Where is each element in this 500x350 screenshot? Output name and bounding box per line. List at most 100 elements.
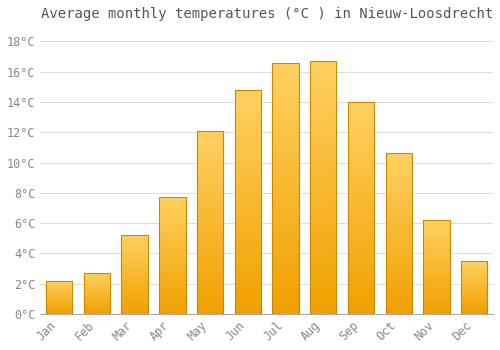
Bar xyxy=(46,302,72,303)
Bar xyxy=(234,251,261,256)
Bar xyxy=(159,309,186,312)
Bar xyxy=(461,261,487,314)
Bar xyxy=(461,296,487,297)
Bar xyxy=(122,311,148,312)
Bar xyxy=(386,307,412,311)
Bar xyxy=(84,309,110,310)
Bar xyxy=(272,123,299,128)
Bar xyxy=(424,295,450,297)
Bar xyxy=(46,305,72,306)
Bar xyxy=(272,178,299,183)
Bar xyxy=(348,212,374,216)
Bar xyxy=(234,90,261,314)
Bar xyxy=(310,122,336,127)
Bar xyxy=(84,305,110,306)
Bar xyxy=(348,149,374,153)
Bar xyxy=(159,307,186,309)
Bar xyxy=(46,285,72,286)
Bar xyxy=(234,202,261,206)
Bar xyxy=(159,244,186,246)
Bar xyxy=(159,216,186,218)
Bar xyxy=(424,250,450,252)
Bar xyxy=(348,132,374,136)
Bar xyxy=(461,302,487,303)
Bar xyxy=(122,292,148,293)
Bar xyxy=(424,222,450,224)
Bar xyxy=(234,130,261,135)
Bar xyxy=(122,304,148,306)
Bar xyxy=(348,166,374,170)
Bar xyxy=(234,175,261,180)
Bar xyxy=(46,303,72,304)
Bar xyxy=(272,233,299,238)
Bar xyxy=(84,287,110,288)
Bar xyxy=(197,204,224,208)
Bar xyxy=(159,251,186,253)
Bar xyxy=(234,309,261,314)
Bar xyxy=(159,312,186,314)
Bar xyxy=(310,71,336,76)
Bar xyxy=(234,256,261,260)
Bar xyxy=(424,244,450,246)
Bar xyxy=(424,243,450,244)
Bar xyxy=(159,302,186,304)
Bar xyxy=(197,281,224,285)
Bar xyxy=(234,193,261,197)
Bar xyxy=(197,277,224,281)
Bar xyxy=(159,304,186,307)
Bar xyxy=(122,282,148,284)
Bar xyxy=(159,241,186,244)
Bar xyxy=(197,215,224,219)
Bar xyxy=(310,213,336,218)
Bar xyxy=(461,300,487,301)
Bar xyxy=(310,81,336,86)
Bar xyxy=(461,282,487,283)
Bar xyxy=(234,287,261,292)
Bar xyxy=(310,152,336,157)
Bar xyxy=(122,238,148,240)
Bar xyxy=(122,249,148,251)
Bar xyxy=(197,307,224,310)
Bar xyxy=(159,258,186,260)
Bar xyxy=(386,304,412,307)
Bar xyxy=(386,189,412,192)
Bar xyxy=(84,300,110,301)
Bar xyxy=(159,290,186,293)
Bar xyxy=(197,153,224,156)
Bar xyxy=(386,169,412,173)
Bar xyxy=(84,273,110,274)
Bar xyxy=(159,260,186,262)
Bar xyxy=(84,299,110,300)
Bar xyxy=(122,252,148,254)
Bar xyxy=(84,288,110,289)
Bar xyxy=(159,220,186,223)
Bar xyxy=(386,243,412,246)
Bar xyxy=(424,259,450,261)
Bar xyxy=(461,270,487,271)
Bar xyxy=(424,228,450,229)
Bar xyxy=(197,233,224,237)
Bar xyxy=(272,158,299,163)
Bar xyxy=(348,297,374,301)
Bar xyxy=(234,153,261,157)
Bar xyxy=(122,271,148,273)
Bar xyxy=(461,280,487,281)
Bar xyxy=(348,250,374,254)
Bar xyxy=(197,255,224,259)
Bar xyxy=(272,163,299,168)
Bar xyxy=(461,298,487,299)
Bar xyxy=(348,174,374,178)
Bar xyxy=(234,242,261,247)
Bar xyxy=(197,160,224,164)
Bar xyxy=(122,265,148,267)
Bar xyxy=(272,63,299,68)
Bar xyxy=(424,276,450,278)
Bar xyxy=(159,270,186,272)
Bar xyxy=(348,310,374,314)
Bar xyxy=(310,117,336,122)
Bar xyxy=(424,282,450,284)
Bar xyxy=(197,134,224,138)
Bar xyxy=(424,284,450,286)
Bar xyxy=(272,223,299,229)
Bar xyxy=(386,272,412,275)
